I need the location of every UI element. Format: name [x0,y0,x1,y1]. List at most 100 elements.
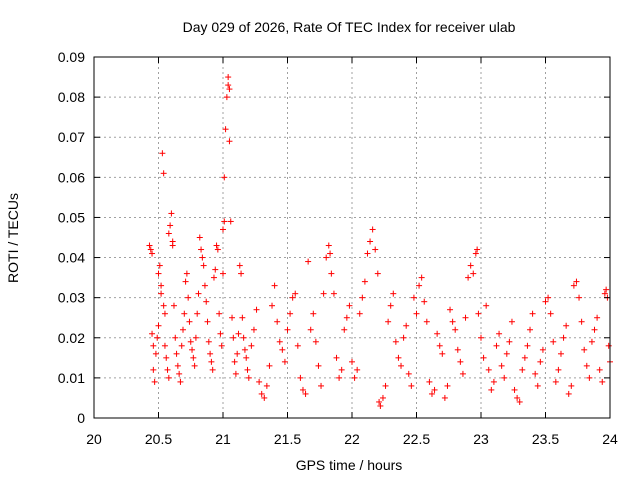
data-point [421,298,428,305]
data-point [382,382,389,389]
data-point [250,326,257,333]
data-point [158,290,165,297]
data-point [542,298,549,305]
data-point [408,382,415,389]
y-tick-label: 0.03 [58,290,85,306]
data-point [400,334,407,341]
data-point [165,230,172,237]
data-point [170,302,177,309]
data-point [596,366,603,373]
data-point [287,310,294,317]
data-point [485,366,492,373]
data-point [392,338,399,345]
data-point [605,342,612,349]
data-point [186,318,193,325]
data-point [200,262,207,269]
data-point [581,346,588,353]
data-point [336,374,343,381]
data-point [230,334,237,341]
data-point [599,378,606,385]
data-point [459,370,466,377]
data-point [454,346,461,353]
data-point [218,342,225,349]
x-tick-label: 22.5 [403,431,430,447]
data-point [149,250,156,257]
data-point [182,278,189,285]
data-point [472,250,479,257]
data-point [274,318,281,325]
data-point [570,282,577,289]
data-point [462,314,469,321]
data-point [576,294,583,301]
data-point [478,334,484,341]
data-point [426,378,433,385]
data-point [333,354,340,361]
data-point [346,302,353,309]
data-point [221,218,228,225]
data-point [177,378,184,385]
data-point [225,82,232,89]
data-point [418,274,425,281]
y-tick-label: 0.05 [58,209,85,225]
data-point [490,378,497,385]
data-point [359,294,366,301]
data-point [189,346,196,353]
data-point [146,242,153,249]
data-point [560,334,567,341]
data-point [195,290,202,297]
data-point [545,294,552,301]
data-point [199,254,206,261]
data-point [444,382,451,389]
data-point [305,258,312,265]
data-point [568,382,575,389]
data-point [266,362,273,369]
data-point [447,306,454,313]
data-point [181,310,188,317]
data-point [194,310,201,317]
data-point [176,370,183,377]
data-point [354,366,361,373]
chart-title: Day 029 of 2026, Rate Of TEC Index for r… [183,19,516,35]
data-point [180,326,187,333]
y-tick-label: 0.08 [58,89,85,105]
data-point [241,346,248,353]
data-point [271,282,278,289]
data-point [320,290,327,297]
data-point [403,322,410,329]
data-point [173,350,180,357]
data-point [220,270,226,277]
data-point [172,334,179,341]
data-point [475,310,482,317]
data-point [603,286,610,293]
data-point [338,366,345,373]
data-point [276,338,283,345]
data-point [501,374,508,381]
data-point [529,310,536,317]
data-point [183,270,190,277]
data-point [159,150,166,157]
data-point [315,362,322,369]
data-point [534,382,541,389]
data-point [423,318,430,325]
data-point [307,326,314,333]
data-point [493,342,500,349]
data-point [236,262,243,269]
data-point [511,386,518,393]
data-point [292,290,299,297]
data-point [376,398,383,405]
x-tick-label: 24 [602,431,618,447]
data-point [439,350,446,357]
data-point [506,338,513,345]
data-point [413,310,420,317]
data-point [514,394,521,401]
data-point [591,326,598,333]
data-point [449,318,456,325]
data-point [299,386,306,393]
data-point [263,382,270,389]
data-point [226,138,233,145]
x-tick-label: 23.5 [532,431,559,447]
data-point [390,290,397,297]
data-point [578,318,585,325]
